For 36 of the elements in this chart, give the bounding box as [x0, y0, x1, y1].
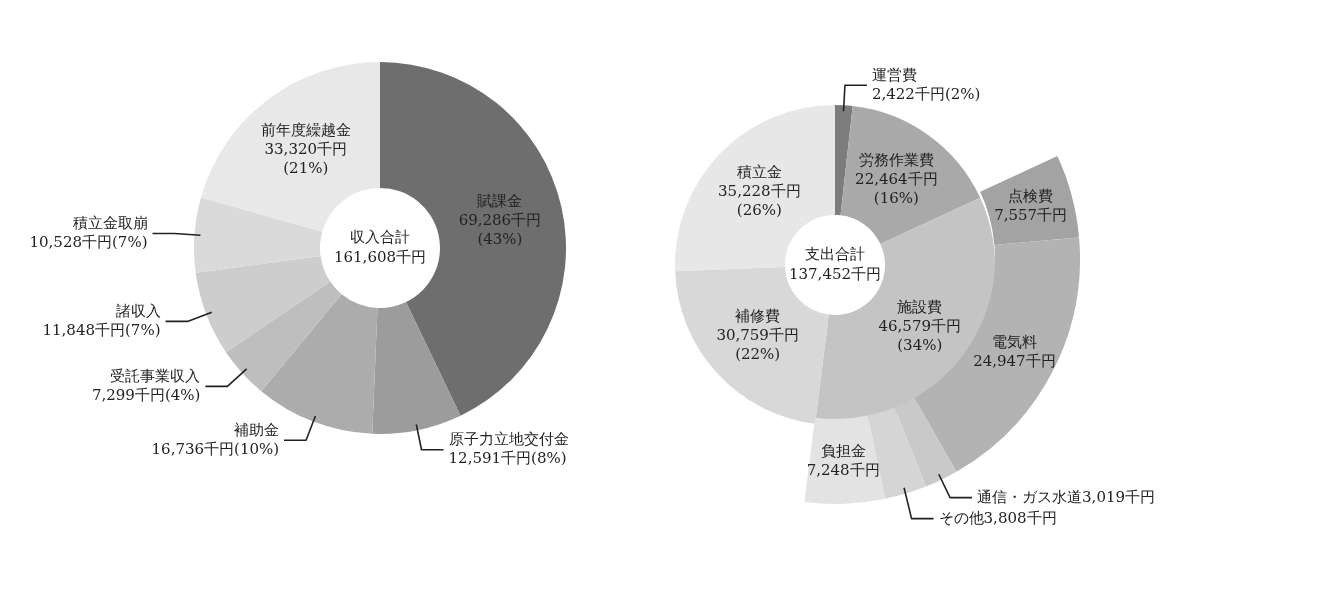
slice-label: 運営費 — [871, 65, 917, 84]
slice-label: 労務作業費 — [858, 150, 934, 169]
slice-label: 諸収入 — [115, 301, 161, 320]
slice-label: 補助金 — [234, 420, 280, 439]
slice-label: 受託事業収入 — [110, 366, 201, 385]
text: 収入合計 — [350, 227, 410, 246]
data-label: 22,464千円(16%) — [855, 169, 938, 207]
data-label: 33,320千円(21%) — [264, 139, 348, 177]
slice-label: 点検費 — [1008, 187, 1054, 206]
slice-label: 負担金 — [820, 441, 866, 460]
text: 支出合計 — [805, 244, 865, 263]
slice-label: 補修費 — [735, 306, 781, 325]
data-label: 46,579千円(34%) — [878, 316, 962, 354]
slice-label: 原子力立地交付金 — [448, 430, 569, 449]
slice-label: 施設費 — [897, 297, 943, 316]
slice-label: 通信・ガス水道3,019千円 — [977, 487, 1156, 506]
slice-label: 賦課金 — [477, 191, 523, 210]
data-label: 30,759千円(22%) — [716, 325, 799, 363]
data-label: 7,248千円 — [806, 460, 880, 479]
text: 161,608千円 — [333, 247, 427, 266]
slice-label: その他3,808千円 — [938, 508, 1057, 527]
data-label: 11,848千円(7%) — [42, 320, 161, 339]
slice-label: 前年度繰越金 — [260, 120, 351, 139]
data-label: 10,528千円(7%) — [29, 232, 148, 251]
data-label: 35,228千円(26%) — [718, 182, 801, 220]
slice-label: 積立金取崩 — [72, 213, 148, 232]
data-label: 16,736千円(10%) — [151, 439, 280, 458]
data-label: 12,591千円(8%) — [448, 449, 567, 468]
data-label: 7,299千円(4%) — [91, 385, 201, 404]
data-label: 69,286千円(43%) — [458, 210, 542, 248]
data-label: 2,422千円(2%) — [871, 84, 981, 103]
slice-label: 積立金 — [736, 163, 782, 182]
slice-label: 電気料 — [991, 333, 1037, 352]
data-label: 24,947千円 — [973, 352, 1056, 371]
data-label: 7,557千円 — [994, 206, 1068, 225]
text: 137,452千円 — [788, 264, 882, 283]
